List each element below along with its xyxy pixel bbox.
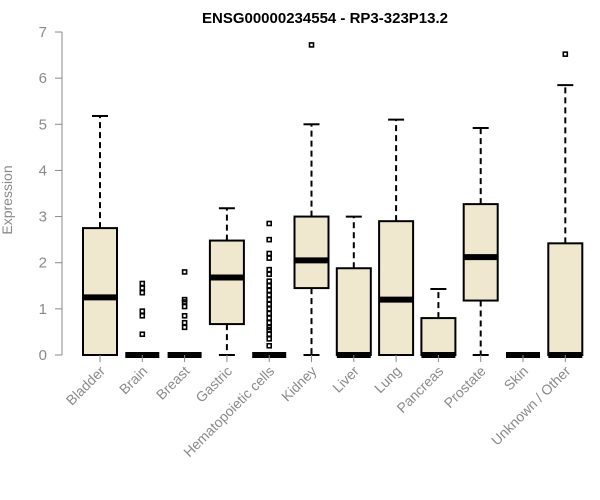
outlier-point [266, 287, 273, 294]
box-iqr [208, 239, 245, 326]
outlier-point [266, 331, 273, 338]
boxplot-series [82, 42, 584, 358]
outlier-point [181, 269, 188, 275]
outlier-point [562, 51, 569, 57]
y-tick-label: 4 [39, 162, 47, 179]
outlier-point [266, 278, 273, 284]
outlier-point [266, 236, 273, 243]
box-group [462, 126, 499, 356]
outlier-point [266, 282, 273, 289]
box-group [82, 114, 118, 357]
outlier-point [139, 331, 146, 338]
outlier-point [266, 319, 273, 326]
y-tick-label: 0 [39, 347, 47, 364]
outlier-point [181, 296, 188, 303]
outlier-point [139, 285, 146, 291]
box-group [252, 220, 287, 358]
outlier-point [266, 271, 273, 278]
outlier-point [266, 220, 273, 227]
y-tick-label: 5 [39, 116, 47, 133]
y-tick-label: 7 [39, 24, 47, 41]
outlier-point [181, 319, 188, 326]
box-iqr [420, 317, 457, 357]
box-iqr [547, 242, 584, 356]
outlier-point [266, 255, 273, 261]
outlier-point [139, 289, 146, 296]
outlier-point [139, 312, 146, 319]
outlier-point [266, 301, 273, 308]
outlier-point [139, 308, 146, 314]
box-group [167, 269, 202, 358]
x-tick-label: Kidney [278, 363, 320, 405]
outlier-point [266, 292, 273, 298]
box-group [208, 207, 245, 356]
outlier-point [266, 336, 273, 342]
x-tick-label: Bladder [63, 363, 109, 409]
x-tick-label: Unknown / Other [488, 363, 574, 449]
outlier-point [181, 312, 188, 319]
x-tick-label: Breast [153, 363, 193, 403]
outlier-point [266, 296, 273, 303]
outlier-point [139, 280, 146, 287]
box-group [125, 280, 160, 358]
box-group [335, 215, 372, 358]
outlier-point [266, 250, 273, 257]
box-iqr [82, 227, 118, 357]
x-tick-label: Liver [329, 363, 362, 396]
x-tick-label: Lung [371, 363, 404, 396]
y-tick-label: 2 [39, 255, 47, 272]
box-iqr [335, 267, 372, 357]
outlier-point [181, 324, 188, 331]
x-tick-label: Brain [116, 363, 150, 397]
y-axis-ticks: 0 1 2 3 4 5 6 7 [39, 24, 62, 364]
x-tick-label: Skin [501, 363, 532, 394]
outlier-point [266, 315, 273, 321]
box-iqr [378, 220, 415, 356]
y-axis-label: Expression [0, 165, 15, 234]
outlier-point [266, 310, 273, 317]
box-group [293, 42, 330, 356]
outlier-point [181, 303, 188, 310]
outlier-point [266, 266, 273, 273]
x-tick-label: Prostate [441, 363, 489, 411]
outlier-point [266, 306, 273, 312]
outlier-point [308, 42, 315, 48]
x-tick-label: Pancreas [393, 363, 446, 416]
y-tick-label: 6 [39, 70, 47, 87]
y-tick-label: 1 [39, 301, 47, 318]
y-tick-label: 3 [39, 209, 47, 226]
box-iqr [462, 203, 499, 302]
outlier-point [266, 342, 273, 349]
box-group [547, 51, 584, 358]
box-group [420, 288, 457, 358]
chart-title: ENSG00000234554 - RP3-323P13.2 [202, 10, 448, 27]
box-iqr [293, 215, 330, 290]
box-group [378, 118, 415, 356]
